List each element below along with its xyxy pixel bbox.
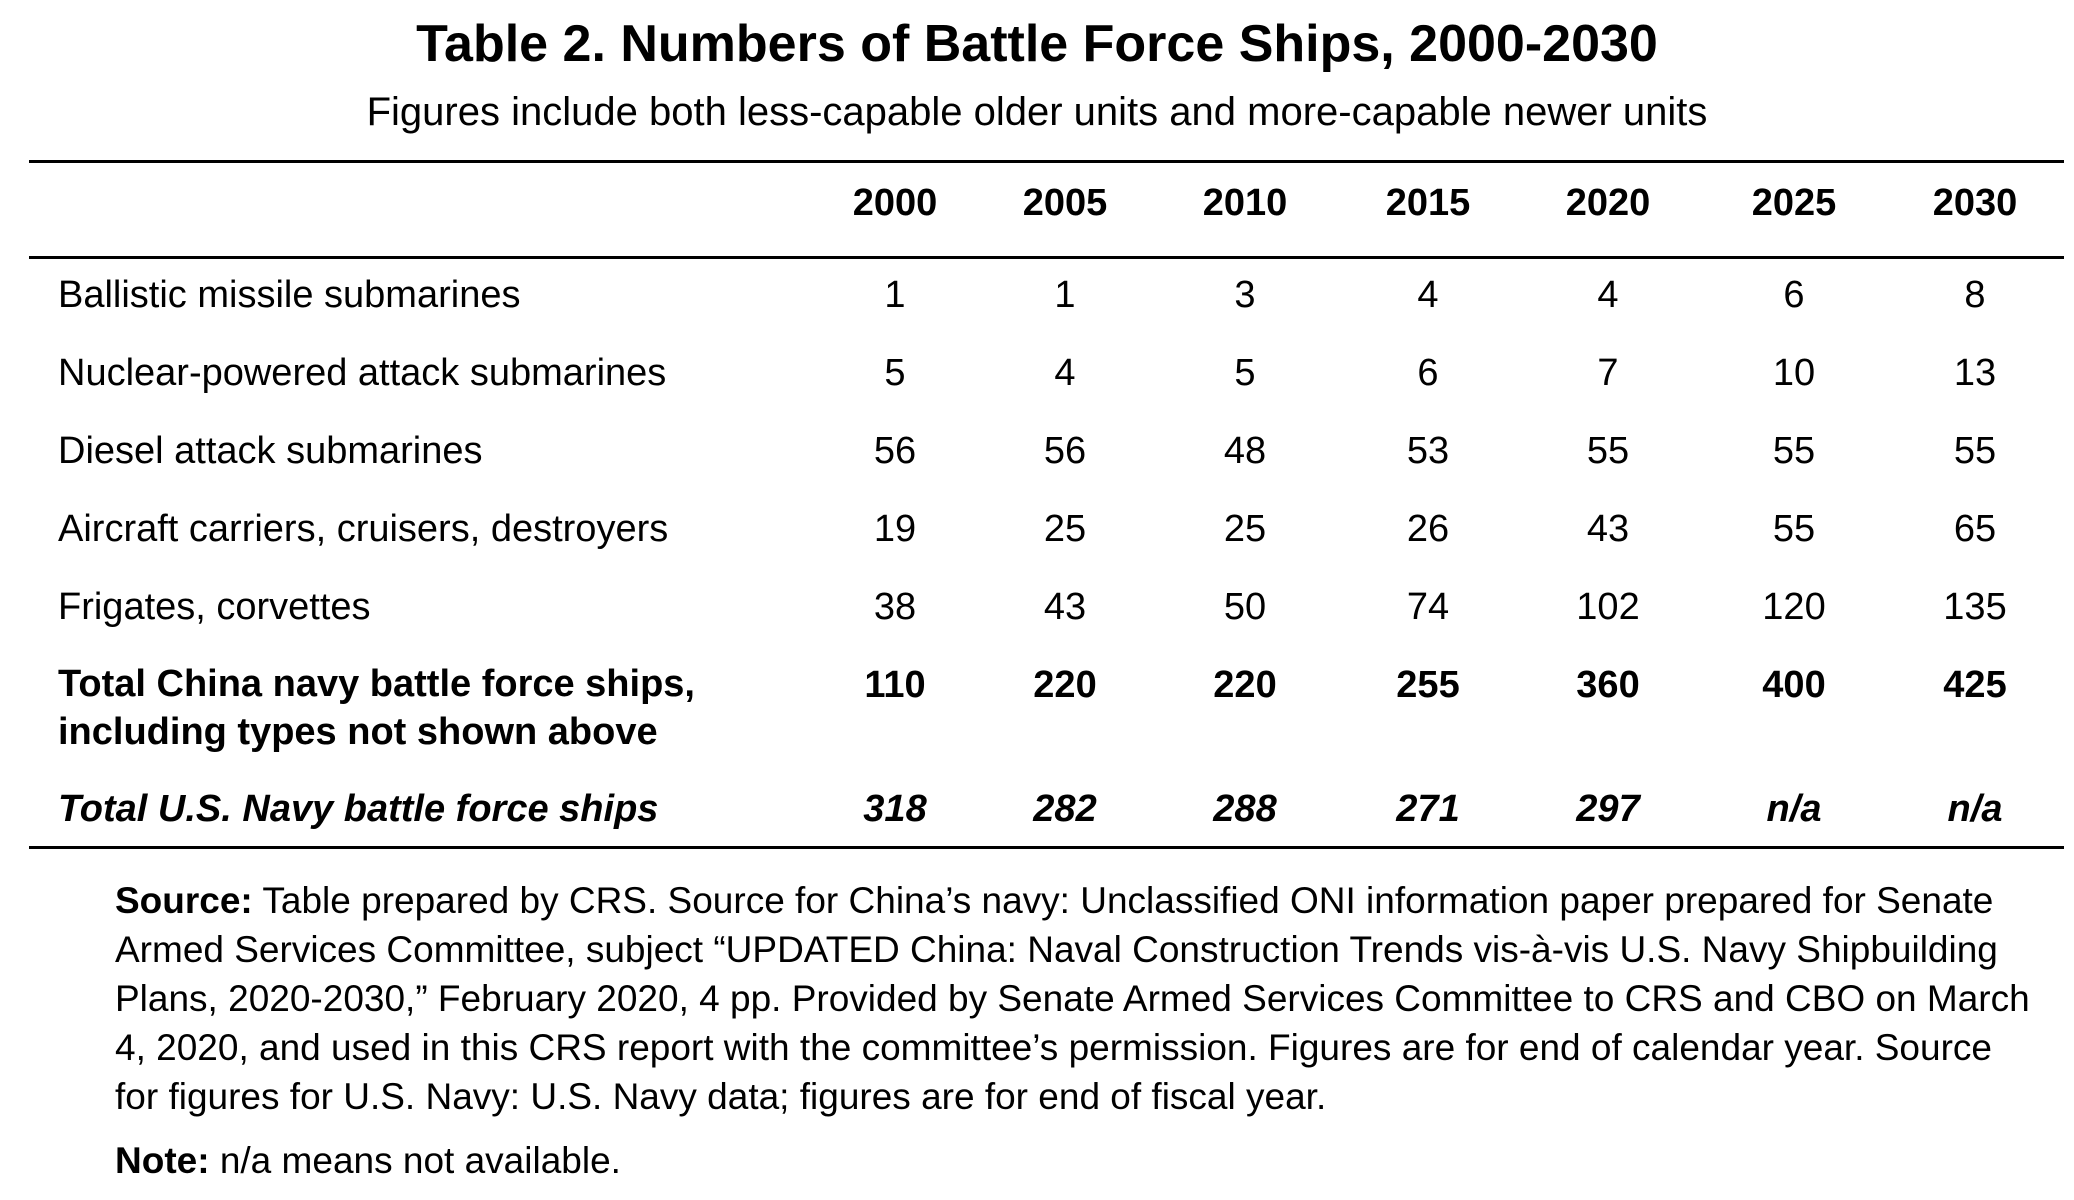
row-value: 56: [873, 430, 917, 472]
row-value: 50: [1223, 586, 1267, 628]
row-value: 282: [1033, 788, 1097, 830]
row-value: 19: [873, 508, 917, 550]
row-value: 3: [1234, 274, 1256, 316]
header-rule: [29, 256, 2064, 259]
row-value: 10: [1772, 352, 1816, 394]
row-value: 255: [1396, 664, 1460, 706]
top-rule: [29, 160, 2064, 163]
row-value: 425: [1943, 664, 2007, 706]
row-value: 43: [1043, 586, 1087, 628]
year-header: 2015: [1385, 182, 1471, 224]
row-value: 55: [1586, 430, 1630, 472]
row-value: 74: [1406, 586, 1450, 628]
row-value: 43: [1586, 508, 1630, 550]
row-value: 26: [1406, 508, 1450, 550]
row-value: 4: [1054, 352, 1076, 394]
row-value: 38: [873, 586, 917, 628]
row-value: 5: [1234, 352, 1256, 394]
row-value: 8: [1964, 274, 1986, 316]
row-value: 4: [1417, 274, 1439, 316]
row-label: Total U.S. Navy battle force ships: [58, 788, 659, 830]
header-row: 2000 2005 2010 2015 2020 2025 2030: [0, 180, 2074, 240]
source-note: Source: Table prepared by CRS. Source fo…: [115, 876, 2045, 1121]
row-value: 318: [863, 788, 927, 830]
row-label: Diesel attack submarines: [58, 430, 483, 472]
year-header: 2000: [852, 182, 938, 224]
row-value: 55: [1772, 430, 1816, 472]
row-value: 55: [1772, 508, 1816, 550]
year-header: 2030: [1932, 182, 2018, 224]
row-value: n/a: [1766, 788, 1822, 830]
row-value: 360: [1576, 664, 1640, 706]
row-label: Frigates, corvettes: [58, 586, 371, 628]
table-subtitle: Figures include both less-capable older …: [366, 90, 1708, 134]
row-label: Ballistic missile submarines: [58, 274, 521, 316]
row-value: 53: [1406, 430, 1450, 472]
row-label-line: including types not shown above: [58, 711, 658, 753]
row-value: 400: [1762, 664, 1826, 706]
row-label: Nuclear-powered attack submarines: [58, 352, 667, 394]
row-value: 6: [1783, 274, 1805, 316]
row-value: 1: [884, 274, 906, 316]
year-header: 2005: [1022, 182, 1108, 224]
row-label: Total China navy battle force ships, inc…: [58, 660, 818, 756]
row-value: 65: [1953, 508, 1997, 550]
row-value: 297: [1576, 788, 1640, 830]
row-value: 120: [1762, 586, 1826, 628]
row-value: 6: [1417, 352, 1439, 394]
row-value: 220: [1033, 664, 1097, 706]
note: Note: n/a means not available.: [115, 1136, 2045, 1185]
row-value: 56: [1043, 430, 1087, 472]
row-value: 25: [1223, 508, 1267, 550]
row-value: 4: [1597, 274, 1619, 316]
table-title: Table 2. Numbers of Battle Force Ships, …: [416, 15, 1658, 73]
year-header: 2010: [1202, 182, 1288, 224]
row-value: 55: [1953, 430, 1997, 472]
row-value: 135: [1943, 586, 2007, 628]
row-value: 220: [1213, 664, 1277, 706]
source-label: Source:: [115, 880, 253, 921]
row-value: n/a: [1947, 788, 2003, 830]
row-label: Aircraft carriers, cruisers, destroyers: [58, 508, 669, 550]
note-label: Note:: [115, 1140, 210, 1181]
note-text: n/a means not available.: [219, 1140, 621, 1181]
row-value: 13: [1953, 352, 1997, 394]
row-value: 25: [1043, 508, 1087, 550]
row-value: 288: [1213, 788, 1277, 830]
row-label-line: Total China navy battle force ships,: [58, 663, 695, 705]
row-value: 7: [1597, 352, 1619, 394]
row-value: 5: [884, 352, 906, 394]
bottom-rule: [29, 846, 2064, 849]
source-text: Table prepared by CRS. Source for China’…: [115, 880, 2030, 1117]
row-value: 271: [1396, 788, 1460, 830]
row-value: 102: [1576, 586, 1640, 628]
year-header: 2020: [1565, 182, 1651, 224]
row-value: 110: [864, 664, 926, 706]
year-header: 2025: [1751, 182, 1837, 224]
row-value: 48: [1223, 430, 1267, 472]
row-value: 1: [1054, 274, 1076, 316]
